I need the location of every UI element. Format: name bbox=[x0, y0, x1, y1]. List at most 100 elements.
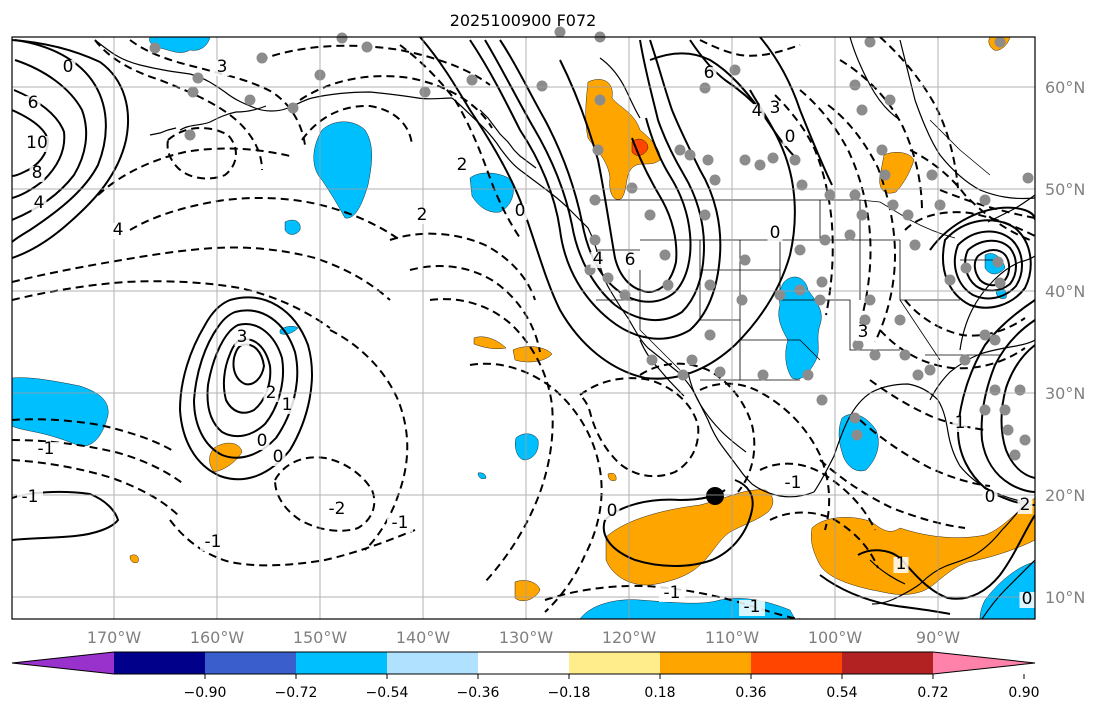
colorbar bbox=[11, 651, 1036, 675]
station-dot bbox=[589, 194, 601, 206]
longitude-labels: 170°W 160°W 150°W 140°W 130°W 120°W 110°… bbox=[87, 628, 960, 647]
colorbar-tick-label: 0.54 bbox=[826, 685, 857, 701]
contour-label-background bbox=[25, 96, 41, 112]
contour-label-background bbox=[270, 450, 286, 466]
contour-label-background bbox=[780, 476, 806, 492]
contour-label-background bbox=[1019, 592, 1035, 608]
station-dot bbox=[699, 82, 711, 94]
station-dot bbox=[979, 194, 991, 206]
contour-label: 6 bbox=[704, 63, 715, 83]
station-dot bbox=[736, 294, 748, 306]
map-frame bbox=[11, 36, 1036, 620]
station-dot bbox=[1022, 172, 1034, 184]
station-dot bbox=[902, 209, 914, 221]
contour-label-background bbox=[214, 60, 230, 76]
station-dot bbox=[924, 364, 936, 376]
station-dot bbox=[814, 294, 826, 306]
station-dot bbox=[757, 369, 769, 381]
lon-label: 140°W bbox=[396, 628, 451, 647]
station-dot bbox=[944, 274, 956, 286]
contour-label-background bbox=[279, 398, 295, 414]
colorbar-swatch bbox=[296, 652, 388, 674]
contour-label-background bbox=[33, 442, 59, 458]
station-dot bbox=[774, 289, 786, 301]
station-dot bbox=[824, 189, 836, 201]
contour-label-background bbox=[17, 490, 43, 506]
contour-label-background bbox=[387, 516, 413, 532]
contour-label-background bbox=[200, 535, 226, 551]
contour-label: 0 bbox=[770, 223, 781, 243]
colorbar-tick-label: −0.72 bbox=[275, 685, 318, 701]
contour-label: 0 bbox=[985, 487, 996, 507]
contour-label-background bbox=[1017, 498, 1033, 514]
contour-label: 3 bbox=[770, 98, 781, 118]
contour-label: 2 bbox=[1020, 495, 1031, 515]
lon-label: 170°W bbox=[87, 628, 142, 647]
station-dot bbox=[899, 349, 911, 361]
station-dot bbox=[992, 256, 1004, 268]
station-dot bbox=[794, 284, 806, 296]
contour-label: 10 bbox=[26, 133, 48, 153]
lon-label: 160°W bbox=[190, 628, 245, 647]
lon-label: 100°W bbox=[808, 628, 863, 647]
station-dot bbox=[644, 209, 656, 221]
contour-label-background bbox=[952, 416, 968, 432]
strong-positive-anomaly bbox=[631, 138, 649, 156]
station-dot bbox=[909, 239, 921, 251]
station-dot bbox=[802, 369, 814, 381]
lat-label: 20°N bbox=[1045, 486, 1085, 505]
station-dot bbox=[767, 152, 779, 164]
contour-label: 4 bbox=[752, 101, 763, 121]
station-dot bbox=[876, 144, 888, 156]
contour-label-background bbox=[749, 104, 765, 120]
station-dot bbox=[646, 354, 658, 366]
contour-label-background bbox=[454, 158, 470, 174]
contour-label: 2 bbox=[417, 205, 428, 225]
station-dot bbox=[674, 144, 686, 156]
contour-label: 3 bbox=[217, 57, 228, 77]
station-dot bbox=[879, 169, 891, 181]
colorbar-tick-labels: −0.90 −0.72 −0.54 −0.36 −0.18 0.18 0.36 0.54 0.7… bbox=[184, 674, 1040, 701]
contour-label: 1 bbox=[282, 395, 293, 415]
station-dot bbox=[960, 262, 972, 274]
colorbar-tick-label: 0.18 bbox=[644, 685, 675, 701]
contour-label: 2 bbox=[457, 155, 468, 175]
station-dot bbox=[554, 26, 566, 38]
station-dot bbox=[989, 334, 1001, 346]
contour-label-background bbox=[782, 130, 798, 146]
contour-label-background bbox=[855, 325, 871, 341]
lon-label: 90°W bbox=[916, 628, 960, 647]
contour-label-background bbox=[254, 434, 270, 450]
contour-label-background bbox=[604, 504, 620, 520]
colorbar-swatch bbox=[387, 652, 479, 674]
station-dot bbox=[739, 154, 751, 166]
contour-label: -1 bbox=[22, 487, 39, 507]
colorbar-tick-label: 0.36 bbox=[735, 685, 766, 701]
colorbar-outline bbox=[11, 651, 1036, 675]
contour-label: 6 bbox=[625, 250, 636, 270]
contour-label: -1 bbox=[664, 583, 681, 603]
contour-label-background bbox=[414, 208, 430, 224]
station-dot bbox=[959, 354, 971, 366]
station-dot bbox=[869, 349, 881, 361]
station-dot bbox=[852, 339, 864, 351]
lon-label: 120°W bbox=[602, 628, 657, 647]
station-dot bbox=[1002, 424, 1014, 436]
station-dot bbox=[979, 329, 991, 341]
station-dot bbox=[894, 314, 906, 326]
station-dot bbox=[592, 144, 604, 156]
station-dot bbox=[994, 36, 1006, 48]
contour-label: 0 bbox=[63, 57, 74, 77]
station-dot bbox=[789, 154, 801, 166]
colorbar-swatch bbox=[660, 652, 752, 674]
station-dot bbox=[979, 404, 991, 416]
lon-label: 110°W bbox=[705, 628, 760, 647]
colorbar-swatch bbox=[114, 652, 206, 674]
station-dot bbox=[912, 369, 924, 381]
station-dot bbox=[864, 36, 876, 48]
station-dot bbox=[739, 254, 751, 266]
station-dot bbox=[244, 94, 256, 106]
station-dot bbox=[926, 169, 938, 181]
storm-center-marker bbox=[706, 487, 724, 505]
